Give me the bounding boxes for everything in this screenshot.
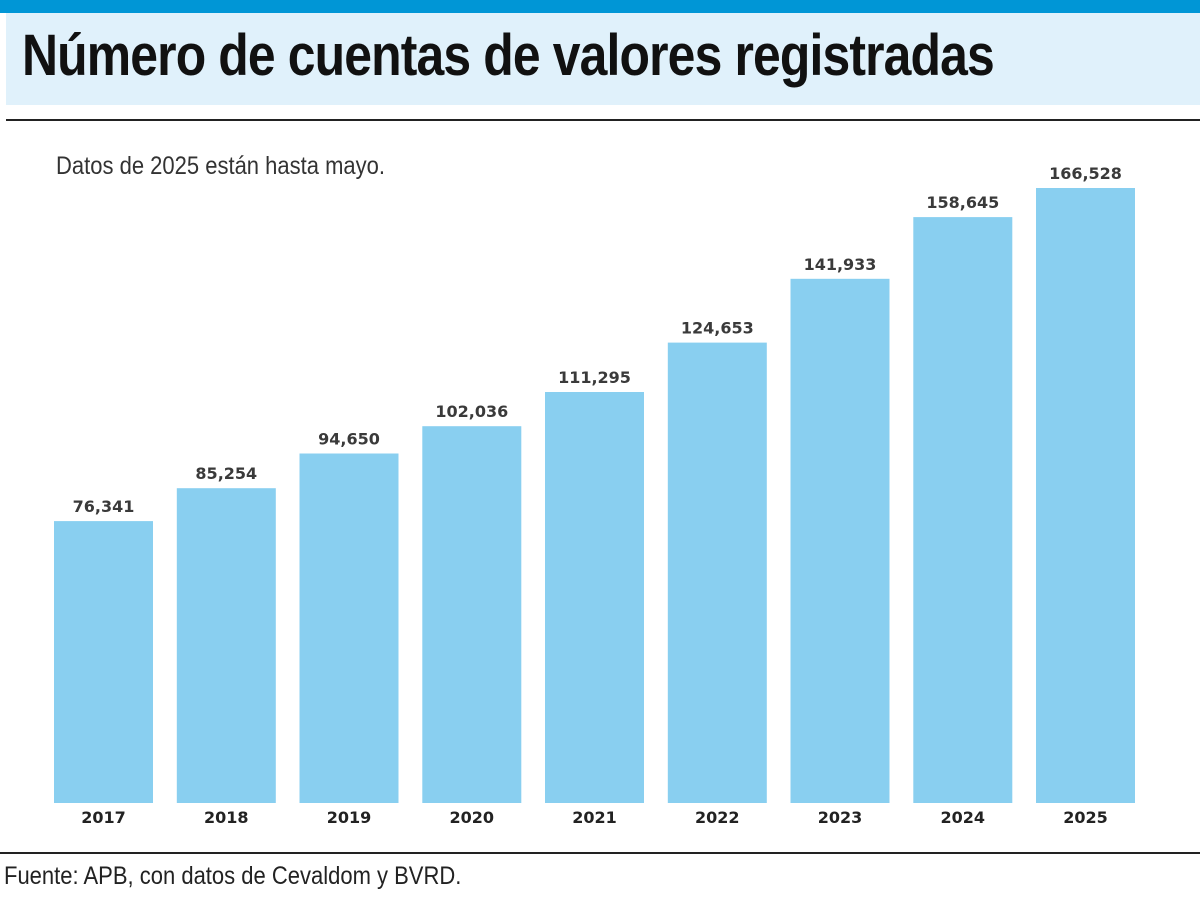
x-tick-label-2025: 2025 bbox=[1063, 808, 1108, 827]
bar-2023 bbox=[790, 278, 890, 803]
value-label-2020: 102,036 bbox=[435, 402, 508, 421]
x-tick-label-2019: 2019 bbox=[327, 808, 372, 827]
x-tick-label-2023: 2023 bbox=[818, 808, 863, 827]
bar-2021 bbox=[545, 392, 644, 803]
top-accent-bar bbox=[0, 0, 1200, 13]
chart-note: Datos de 2025 están hasta mayo. bbox=[56, 152, 385, 180]
bar-2022 bbox=[667, 342, 767, 803]
value-label-2022: 124,653 bbox=[681, 319, 754, 338]
value-label-2017: 76,341 bbox=[73, 497, 135, 516]
value-label-2018: 85,254 bbox=[195, 464, 257, 483]
value-label-2019: 94,650 bbox=[318, 430, 380, 449]
bar-2019 bbox=[299, 453, 399, 803]
value-label-2021: 111,295 bbox=[558, 368, 631, 387]
x-tick-label-2020: 2020 bbox=[450, 808, 495, 827]
value-label-2025: 166,528 bbox=[1049, 164, 1122, 183]
source-note: Fuente: APB, con datos de Cevaldom y BVR… bbox=[4, 862, 462, 890]
x-tick-label-2018: 2018 bbox=[204, 808, 249, 827]
header-divider bbox=[6, 119, 1200, 121]
bar-2024 bbox=[913, 217, 1013, 804]
x-tick-label-2024: 2024 bbox=[941, 808, 986, 827]
value-label-2023: 141,933 bbox=[804, 255, 877, 274]
bar-2020 bbox=[422, 426, 522, 803]
bar-2018 bbox=[176, 488, 276, 803]
footer-divider bbox=[0, 852, 1200, 854]
bar-2017 bbox=[54, 521, 153, 803]
x-tick-label-2021: 2021 bbox=[572, 808, 617, 827]
chart-title: Número de cuentas de valores registradas bbox=[22, 23, 995, 88]
x-tick-label-2022: 2022 bbox=[695, 808, 740, 827]
bar-2025 bbox=[1036, 188, 1135, 803]
title-band bbox=[6, 13, 1200, 105]
x-tick-label-2017: 2017 bbox=[81, 808, 126, 827]
value-label-2024: 158,645 bbox=[926, 193, 999, 212]
